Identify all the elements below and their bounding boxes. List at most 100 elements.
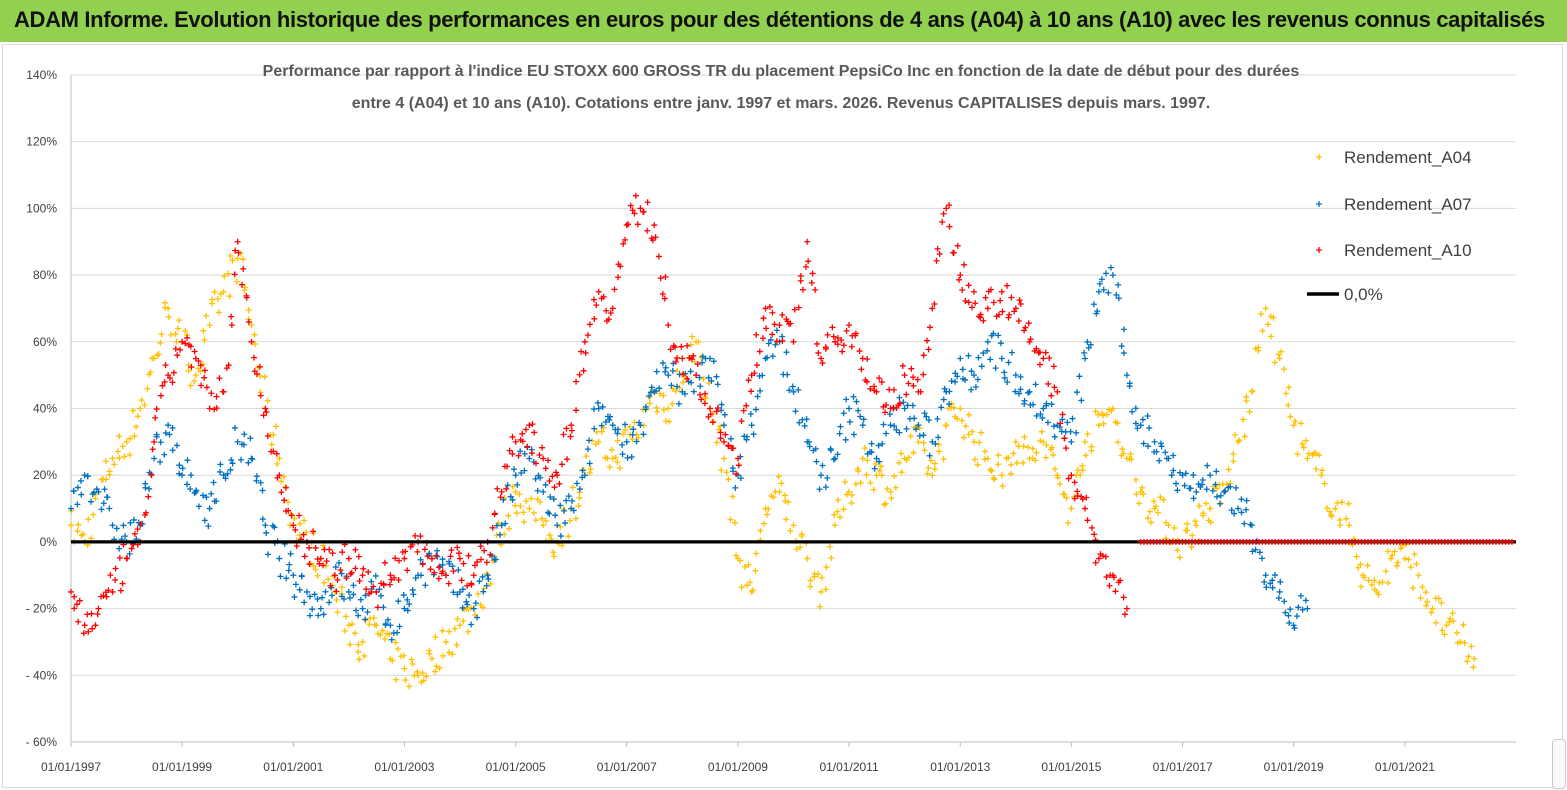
data-point xyxy=(1040,405,1047,412)
data-point xyxy=(481,547,488,554)
data-point xyxy=(995,461,1002,468)
data-point xyxy=(871,387,878,394)
data-point xyxy=(1099,552,1106,559)
data-point xyxy=(151,438,158,445)
data-point xyxy=(340,595,347,602)
data-point xyxy=(510,466,517,473)
data-point xyxy=(713,408,720,415)
data-point xyxy=(1032,381,1039,388)
data-point xyxy=(290,522,297,529)
data-point xyxy=(1265,321,1272,328)
data-point xyxy=(661,295,668,302)
data-point xyxy=(228,322,235,329)
data-point xyxy=(1095,288,1102,295)
data-point xyxy=(630,426,637,433)
data-point xyxy=(632,192,639,199)
data-point xyxy=(576,486,583,493)
series-Rendement_A10 xyxy=(68,192,1130,637)
data-point xyxy=(925,465,932,472)
data-point xyxy=(463,598,470,605)
data-point xyxy=(217,468,224,475)
data-point xyxy=(1068,438,1075,445)
data-point xyxy=(733,470,740,477)
data-point xyxy=(459,604,466,611)
data-point xyxy=(154,352,161,359)
data-point xyxy=(1259,555,1266,562)
data-point xyxy=(1246,408,1253,415)
data-point xyxy=(1230,451,1237,458)
data-point xyxy=(693,372,700,379)
data-point xyxy=(213,498,220,505)
scrollbar-handle[interactable] xyxy=(1552,739,1566,789)
data-point xyxy=(1054,388,1061,395)
data-point xyxy=(1225,466,1232,473)
data-point xyxy=(962,376,969,383)
data-point xyxy=(509,450,516,457)
data-point xyxy=(959,366,966,373)
data-point xyxy=(1095,422,1102,429)
data-point xyxy=(718,401,725,408)
data-point xyxy=(1332,505,1339,512)
data-point xyxy=(1074,389,1080,396)
data-point xyxy=(732,484,739,491)
data-point xyxy=(112,565,119,572)
data-point xyxy=(1315,452,1322,459)
data-point xyxy=(134,413,141,420)
data-point xyxy=(432,668,439,675)
data-point xyxy=(531,429,538,436)
data-point xyxy=(540,522,547,529)
data-point xyxy=(248,322,255,329)
data-point xyxy=(672,358,679,365)
data-point xyxy=(653,404,660,411)
data-point xyxy=(916,432,923,439)
data-point xyxy=(622,236,629,243)
data-point xyxy=(717,435,724,442)
data-point xyxy=(1243,506,1250,513)
data-point xyxy=(683,374,690,381)
data-point xyxy=(94,611,101,618)
data-point xyxy=(274,474,281,481)
data-point xyxy=(217,290,224,297)
data-point xyxy=(795,304,802,311)
data-point xyxy=(470,572,477,579)
data-point xyxy=(287,511,294,518)
data-point xyxy=(1196,503,1203,510)
data-point xyxy=(74,484,81,491)
data-point xyxy=(320,579,327,586)
data-point xyxy=(842,436,849,443)
data-point xyxy=(70,488,77,495)
data-point xyxy=(509,433,516,440)
data-point xyxy=(127,435,134,442)
data-point xyxy=(926,324,933,331)
data-point xyxy=(71,605,78,612)
data-point xyxy=(537,474,544,481)
legend-label: Rendement_A04 xyxy=(1344,148,1472,167)
data-point xyxy=(806,443,813,450)
data-point xyxy=(942,422,949,429)
data-point xyxy=(1199,481,1206,488)
data-point xyxy=(161,451,168,458)
data-point xyxy=(995,452,1002,459)
data-point xyxy=(1508,538,1515,545)
data-point xyxy=(623,438,630,445)
data-point xyxy=(1004,282,1011,289)
data-point xyxy=(251,341,258,348)
legend-marker xyxy=(1316,154,1322,160)
data-point xyxy=(757,527,764,534)
data-point xyxy=(1282,609,1289,616)
data-point xyxy=(368,589,375,596)
data-point xyxy=(320,611,327,618)
data-point xyxy=(990,474,997,481)
data-point xyxy=(1176,469,1183,476)
data-point xyxy=(669,367,676,374)
data-point xyxy=(1353,553,1360,560)
data-point xyxy=(1424,598,1431,605)
data-point xyxy=(158,331,165,338)
data-point xyxy=(411,672,418,679)
data-point xyxy=(352,565,359,572)
data-point xyxy=(131,530,138,537)
data-point xyxy=(952,378,959,385)
x-tick-label: 01/01/2017 xyxy=(1153,760,1213,774)
x-tick-label: 01/01/1999 xyxy=(152,760,212,774)
data-point xyxy=(449,563,456,570)
